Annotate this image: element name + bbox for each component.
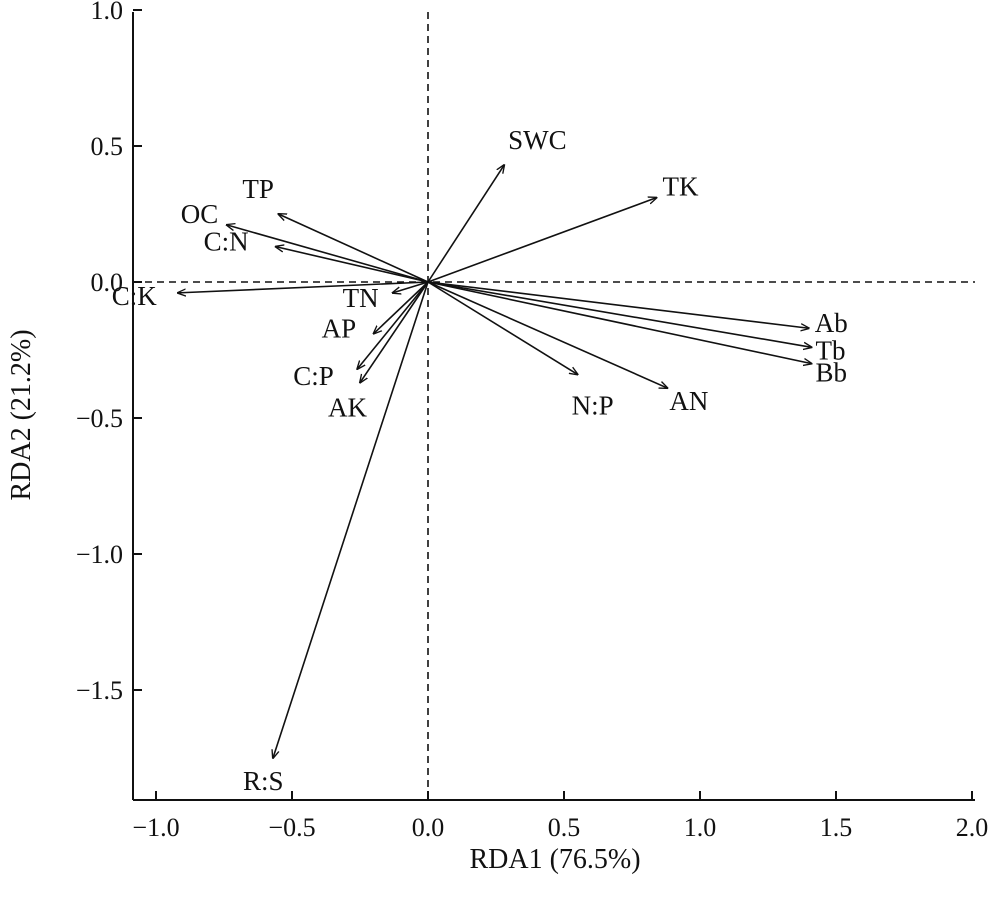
vector-ak bbox=[360, 281, 429, 383]
vector-label-n-p: N:P bbox=[572, 390, 614, 420]
vector-label-tn: TN bbox=[343, 283, 379, 313]
vector-label-ap: AP bbox=[322, 314, 357, 344]
y-tick-label: 0.0 bbox=[91, 268, 124, 297]
vector-swc bbox=[427, 165, 504, 283]
vector-bb bbox=[427, 281, 812, 364]
x-tick-label: −0.5 bbox=[268, 813, 315, 842]
vector-label-c-n: C:N bbox=[204, 227, 249, 257]
x-tick-label: 2.0 bbox=[956, 813, 989, 842]
vector-label-tk: TK bbox=[662, 172, 698, 202]
y-axis-title: RDA2 (21.2%) bbox=[6, 329, 37, 500]
vector-tk bbox=[427, 198, 656, 283]
vector-ap bbox=[374, 281, 429, 334]
vector-ab bbox=[427, 281, 809, 328]
y-tick-label: −1.5 bbox=[76, 676, 123, 705]
vector-c-p bbox=[357, 281, 429, 369]
vector-label-bb: Bb bbox=[816, 358, 848, 388]
x-axis-title: RDA1 (76.5%) bbox=[469, 844, 640, 875]
vector-n-p bbox=[427, 281, 578, 374]
vector-label-tb: Tb bbox=[816, 335, 846, 365]
y-tick-label: 1.0 bbox=[91, 0, 124, 25]
vector-label-c-p: C:P bbox=[293, 361, 334, 391]
vector-label-ab: Ab bbox=[815, 308, 848, 338]
vector-tp bbox=[278, 214, 429, 283]
y-tick-label: −0.5 bbox=[76, 404, 123, 433]
vector-c-n bbox=[276, 247, 429, 283]
vector-an bbox=[427, 281, 667, 388]
vector-c-k bbox=[178, 281, 429, 293]
vector-label-oc: OC bbox=[181, 199, 219, 229]
vector-label-c-k: C:K bbox=[112, 281, 158, 311]
vector-label-ak: AK bbox=[328, 393, 367, 423]
x-tick-label: 1.0 bbox=[684, 813, 717, 842]
vector-tb bbox=[427, 281, 812, 347]
x-tick-label: 1.5 bbox=[820, 813, 853, 842]
x-tick-label: 0.0 bbox=[412, 813, 445, 842]
vector-r-s bbox=[273, 281, 429, 758]
vector-oc bbox=[227, 225, 429, 283]
x-tick-label: 0.5 bbox=[548, 813, 581, 842]
vector-label-r-s: R:S bbox=[243, 766, 284, 796]
y-tick-label: 0.5 bbox=[91, 132, 124, 161]
vector-label-tp: TP bbox=[242, 174, 274, 204]
vector-label-swc: SWC bbox=[508, 125, 567, 155]
x-tick-label: −1.0 bbox=[132, 813, 179, 842]
y-tick-label: −1.0 bbox=[76, 540, 123, 569]
vector-label-an: AN bbox=[669, 386, 708, 416]
vector-tn bbox=[393, 281, 429, 293]
